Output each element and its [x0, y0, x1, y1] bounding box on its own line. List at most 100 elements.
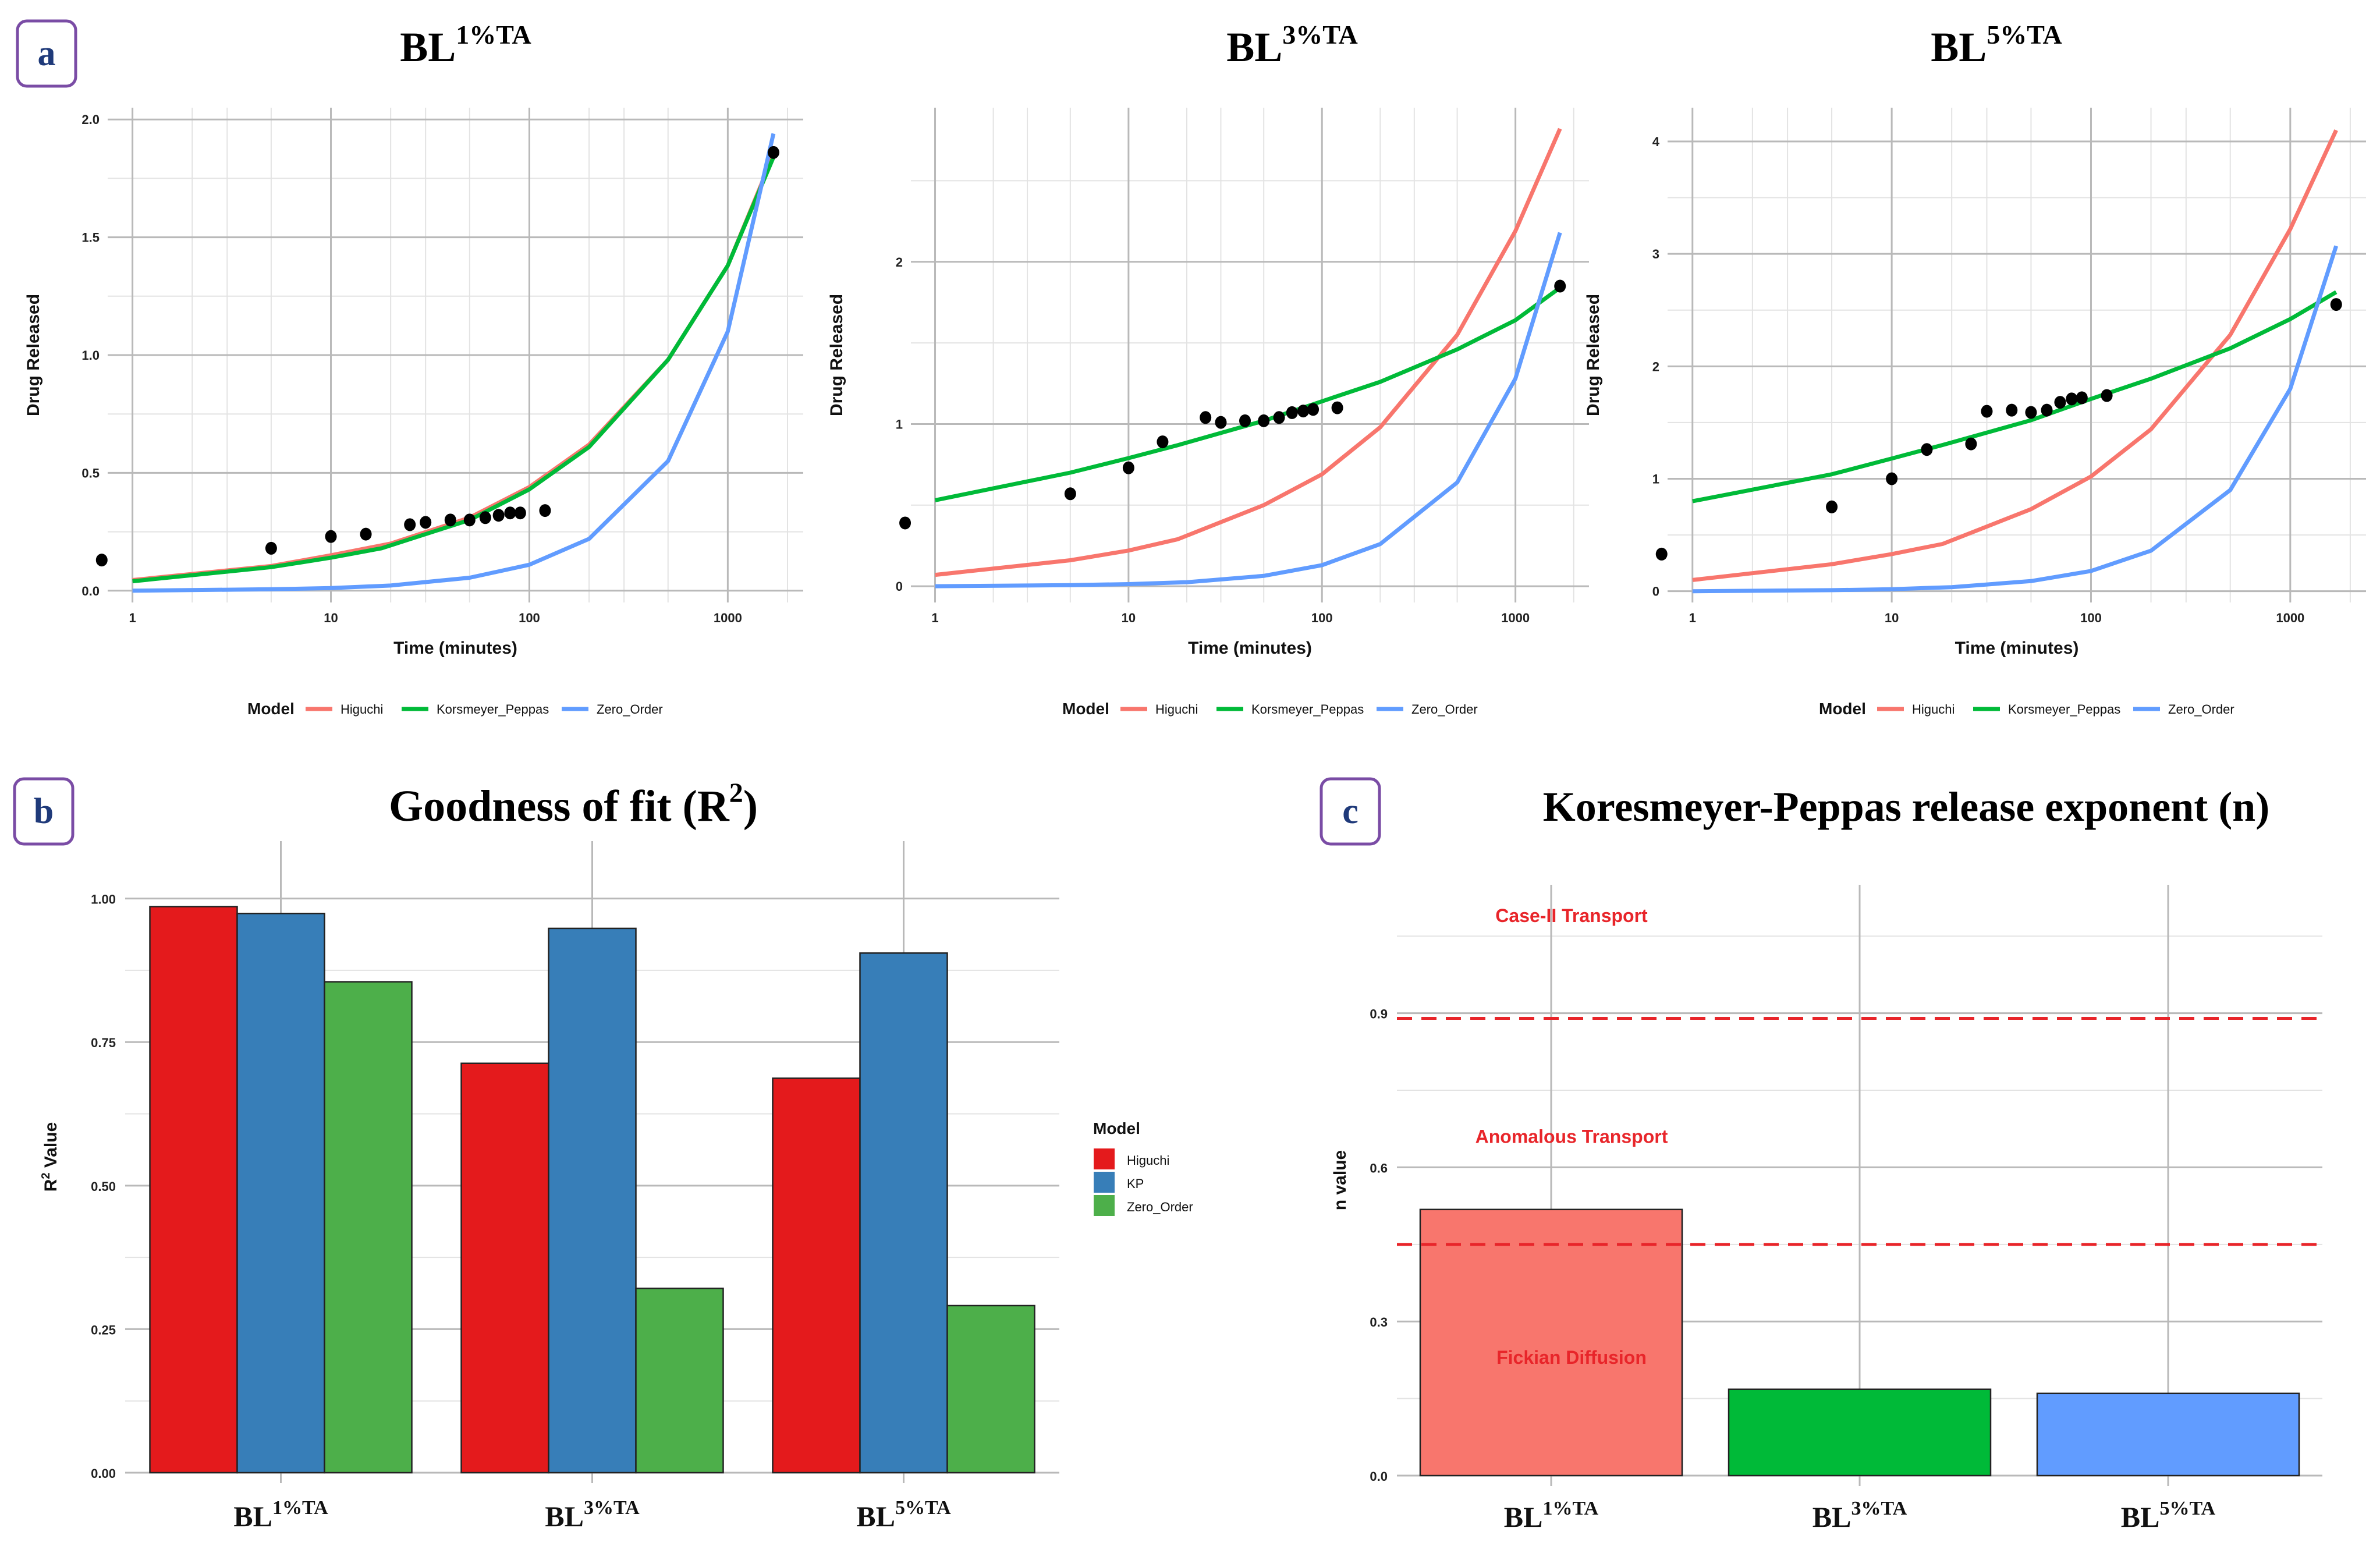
observed-point — [1258, 414, 1270, 427]
y-axis-title-tail: Value — [41, 1122, 61, 1173]
series-line-higuchi — [1692, 129, 2338, 582]
panel-label-c: c — [1342, 792, 1359, 831]
region-label: Anomalous Transport — [1475, 1126, 1668, 1147]
observed-point — [2041, 403, 2053, 417]
y-tick-label: 0.0 — [1370, 1469, 1388, 1484]
category-label: BL3%TA — [545, 1497, 640, 1533]
n-value-bar — [2036, 1392, 2300, 1477]
n-value-bar — [1728, 1388, 1992, 1477]
chart-title-base: BL — [400, 24, 456, 70]
y-tick-label: 0 — [896, 579, 903, 594]
legend-key-swatch — [1093, 1194, 1116, 1217]
x-tick-label: 1000 — [1501, 611, 1530, 625]
observed-point — [360, 527, 372, 541]
bar-zero-order — [946, 1304, 1035, 1474]
category-label-sup: 3%TA — [1851, 1498, 1907, 1519]
y-tick-label: 1.00 — [91, 892, 116, 907]
chart-title-base: Goodness of fit (R — [389, 782, 730, 831]
chart-title: BL5%TA — [1931, 20, 2062, 70]
y-tick-label: 1 — [896, 417, 903, 431]
x-tick-label: 10 — [1885, 611, 1899, 625]
chart-title-base: BL — [1226, 24, 1282, 70]
y-tick-label: 0.6 — [1370, 1161, 1388, 1175]
legend-label: Zero_Order — [597, 702, 663, 717]
y-tick-label: 2 — [1652, 359, 1659, 374]
y-tick-label: 3 — [1652, 247, 1659, 261]
observed-point — [2076, 391, 2088, 405]
panel-label-a: a — [38, 34, 56, 73]
release-plot-bl3: 1 10 100 1000 0 1 2 Time (minutes) Drug Released… — [827, 20, 1589, 718]
y-tick-label: 0 — [1652, 584, 1659, 599]
observed-point — [1122, 461, 1134, 474]
y-tick-label: 0.50 — [91, 1179, 116, 1194]
legend-label: Korsmeyer_Peppas — [437, 702, 549, 717]
panel-label-box-c — [1320, 777, 1381, 846]
category-label: BL5%TA — [2121, 1498, 2216, 1533]
x-tick-label: 10 — [1122, 611, 1136, 625]
panel-label-box-a — [16, 19, 77, 88]
legend-label: Zero_Order — [2168, 702, 2234, 717]
observed-point — [463, 513, 476, 527]
x-tick-label: 100 — [1311, 611, 1333, 625]
observed-point — [95, 554, 108, 567]
category-label-sup: 5%TA — [895, 1497, 951, 1519]
observed-point — [444, 513, 456, 527]
n-value-bar-chart: Case-II Transport Anomalous Transport Fick… — [1331, 783, 2322, 1533]
observed-point — [2101, 389, 2113, 402]
observed-point — [1655, 547, 1668, 561]
observed-point — [1981, 405, 1993, 418]
observed-point — [2025, 406, 2037, 419]
legend-label: Higuchi — [1127, 1153, 1169, 1168]
legend-label: Korsmeyer_Peppas — [2008, 702, 2120, 717]
release-plot-bl5: 1 10 100 1000 0 1 2 3 4 Time (minutes) Drug Releas… — [1584, 20, 2366, 718]
legend-key-swatch — [1093, 1171, 1116, 1194]
chart-title: Koresmeyer-Peppas release exponent (n) — [1543, 783, 2269, 830]
category-label-base: BL — [856, 1500, 895, 1533]
category-label: BL5%TA — [856, 1497, 951, 1533]
observed-point — [2006, 403, 2018, 417]
x-tick-label: 1 — [931, 611, 938, 625]
y-tick-label: 0.3 — [1370, 1315, 1388, 1329]
observed-point — [479, 511, 491, 524]
y-tick-label: 0.0 — [81, 584, 100, 598]
observed-point — [1886, 472, 1898, 485]
bar-zero-order — [635, 1288, 724, 1474]
category-label-base: BL — [545, 1500, 584, 1533]
legend-label: KP — [1127, 1176, 1144, 1191]
x-tick-label: 1 — [1689, 611, 1696, 625]
observed-point — [767, 146, 779, 159]
observed-point — [265, 541, 277, 555]
observed-point — [1064, 487, 1076, 501]
chart-title: Goodness of fit (R2) — [389, 778, 758, 831]
bar-kp — [236, 913, 325, 1474]
series-line-korsmeyer-peppas — [1692, 290, 2338, 504]
legend-label: Korsmeyer_Peppas — [1251, 702, 1364, 717]
category-label-sup: 1%TA — [1542, 1498, 1598, 1519]
y-axis-title: Drug Released — [1584, 294, 1603, 416]
y-axis-title: Drug Released — [827, 294, 846, 416]
chart-title-base: BL — [1931, 24, 1987, 70]
legend-label: Zero_Order — [1411, 702, 1478, 717]
y-tick-label: 2 — [896, 255, 903, 270]
observed-point — [514, 506, 526, 520]
category-label-sup: 5%TA — [2159, 1498, 2215, 1519]
observed-point — [1273, 411, 1285, 424]
y-axis-title: Drug Released — [24, 294, 43, 416]
series-line-zero-order — [132, 133, 776, 593]
observed-point — [420, 516, 432, 529]
observed-point — [539, 504, 551, 517]
bar-kp — [548, 927, 637, 1474]
series-line-zero-order — [935, 232, 1562, 588]
bar-kp — [859, 952, 948, 1474]
x-axis-title: Time (minutes) — [1188, 639, 1312, 658]
region-label: Fickian Diffusion — [1496, 1347, 1647, 1368]
observed-point — [1331, 401, 1343, 414]
chart-title-tail: ) — [743, 782, 758, 831]
legend-label: Higuchi — [1912, 702, 1955, 717]
legend-title: Model — [247, 700, 295, 718]
category-label: BL3%TA — [1813, 1498, 1907, 1533]
y-tick-label: 2.0 — [81, 112, 100, 127]
y-tick-label: 0.00 — [91, 1466, 116, 1481]
